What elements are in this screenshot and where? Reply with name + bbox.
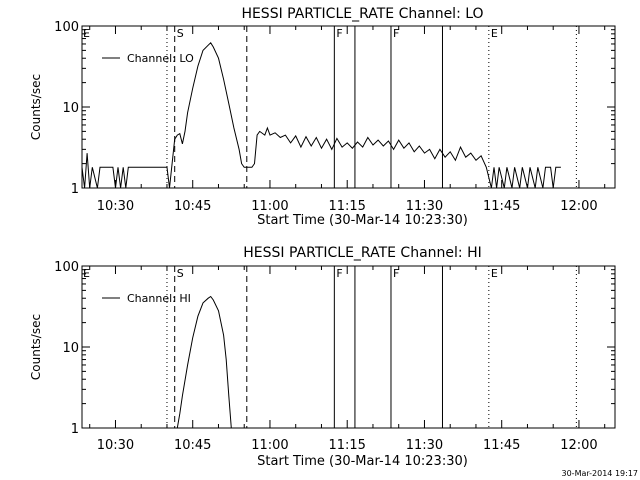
- event-marker-label: F: [393, 27, 399, 40]
- footer-timestamp: 30-Mar-2014 19:17: [562, 469, 639, 478]
- series-line: [81, 42, 561, 189]
- corner-marker-label: E: [83, 27, 90, 40]
- event-marker-label: F: [336, 27, 342, 40]
- corner-marker-label: E: [83, 267, 90, 280]
- x-tick-label: 11:30: [406, 199, 443, 214]
- chart-title: HESSI PARTICLE_RATE Channel: HI: [243, 245, 481, 261]
- x-tick-label: 11:15: [328, 199, 365, 214]
- chart-hi-panel: HESSI PARTICLE_RATE Channel: HI 1 10 100 10:…: [29, 245, 616, 469]
- x-tick-label: 11:00: [251, 438, 288, 453]
- x-tick-label: 11:00: [251, 199, 288, 214]
- x-tick-label: 11:30: [406, 438, 443, 453]
- x-tick-label: 11:15: [328, 438, 365, 453]
- y-tick-label: 100: [54, 260, 79, 275]
- y-tick-label: 1: [71, 422, 79, 437]
- x-tick-label: 11:45: [483, 199, 520, 214]
- y-tick-label: 10: [62, 341, 79, 356]
- x-tick-label: 12:00: [560, 438, 597, 453]
- legend-entry: Channel: LO: [127, 52, 194, 65]
- plot-frame: [81, 25, 616, 189]
- y-tick-label: 100: [54, 20, 79, 35]
- x-axis-label: Start Time (30-Mar-14 10:23:30): [257, 454, 468, 469]
- y-tick-label: 1: [71, 182, 79, 197]
- y-axis-label: Counts/sec: [29, 74, 43, 140]
- x-tick-label: 10:30: [97, 438, 134, 453]
- x-tick-label: 11:45: [483, 438, 520, 453]
- plot-frame: [81, 265, 616, 429]
- y-axis-label: Counts/sec: [29, 314, 43, 380]
- event-marker-label: S: [177, 267, 184, 280]
- x-tick-label: 10:45: [174, 438, 211, 453]
- x-tick-label: 10:45: [174, 199, 211, 214]
- x-tick-label: 10:30: [97, 199, 134, 214]
- event-marker-label: E: [491, 27, 498, 40]
- event-marker-label: F: [393, 267, 399, 280]
- x-tick-label: 12:00: [560, 199, 597, 214]
- y-tick-label: 10: [62, 101, 79, 116]
- chart-lo-panel: HESSI PARTICLE_RATE Channel: LO 1 10 100 10:…: [29, 6, 616, 228]
- series-line: [176, 295, 232, 429]
- event-marker-label: E: [491, 267, 498, 280]
- event-marker-label: F: [336, 267, 342, 280]
- event-marker-label: S: [177, 27, 184, 40]
- chart-title: HESSI PARTICLE_RATE Channel: LO: [241, 6, 483, 22]
- x-axis-label: Start Time (30-Mar-14 10:23:30): [257, 213, 468, 228]
- legend-entry: Channel: HI: [127, 292, 191, 305]
